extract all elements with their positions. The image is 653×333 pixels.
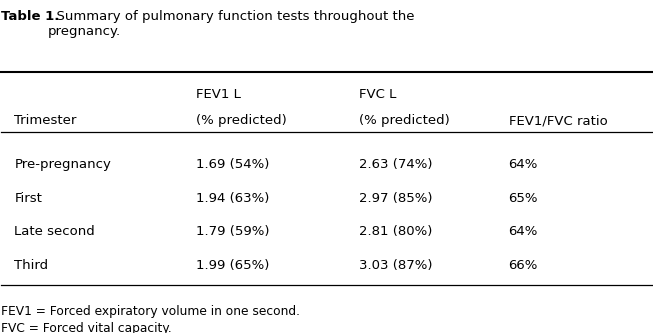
Text: 2.97 (85%): 2.97 (85%) — [359, 192, 432, 205]
Text: 1.69 (54%): 1.69 (54%) — [197, 158, 270, 171]
Text: 3.03 (87%): 3.03 (87%) — [359, 259, 432, 272]
Text: 2.63 (74%): 2.63 (74%) — [359, 158, 432, 171]
Text: 66%: 66% — [509, 259, 538, 272]
Text: (% predicted): (% predicted) — [359, 114, 450, 127]
Text: Pre-pregnancy: Pre-pregnancy — [14, 158, 111, 171]
Text: FVC = Forced vital capacity.: FVC = Forced vital capacity. — [1, 322, 172, 333]
Text: FEV1/FVC ratio: FEV1/FVC ratio — [509, 114, 607, 127]
Text: Table 1.: Table 1. — [1, 10, 60, 23]
Text: 1.79 (59%): 1.79 (59%) — [197, 225, 270, 238]
Text: FVC L: FVC L — [359, 88, 396, 101]
Text: 65%: 65% — [509, 192, 538, 205]
Text: 1.99 (65%): 1.99 (65%) — [197, 259, 270, 272]
Text: FEV1 = Forced expiratory volume in one second.: FEV1 = Forced expiratory volume in one s… — [1, 304, 300, 317]
Text: 64%: 64% — [509, 225, 538, 238]
Text: First: First — [14, 192, 42, 205]
Text: (% predicted): (% predicted) — [197, 114, 287, 127]
Text: Summary of pulmonary function tests throughout the
pregnancy.: Summary of pulmonary function tests thro… — [48, 10, 415, 38]
Text: Late second: Late second — [14, 225, 95, 238]
Text: Trimester: Trimester — [14, 114, 77, 127]
Text: 64%: 64% — [509, 158, 538, 171]
Text: 2.81 (80%): 2.81 (80%) — [359, 225, 432, 238]
Text: FEV1 L: FEV1 L — [197, 88, 242, 101]
Text: Third: Third — [14, 259, 48, 272]
Text: 1.94 (63%): 1.94 (63%) — [197, 192, 270, 205]
